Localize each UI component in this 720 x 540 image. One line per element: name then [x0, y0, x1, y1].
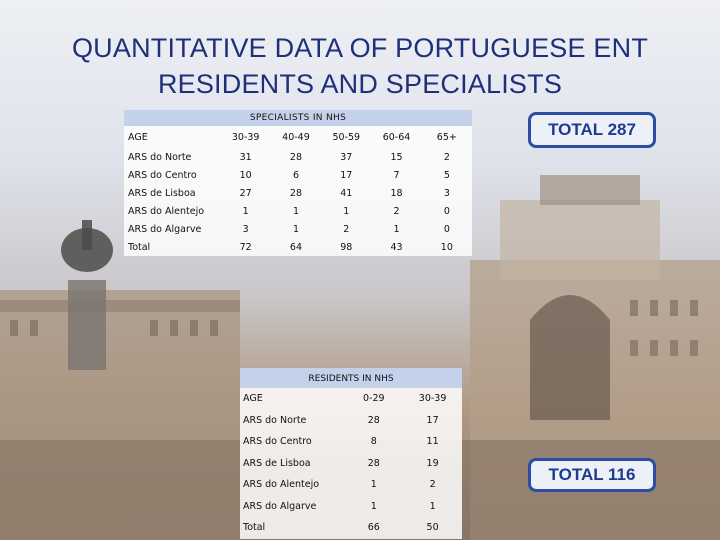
- row-label: ARS do Norte: [243, 414, 307, 426]
- cell-value: 6: [292, 169, 299, 181]
- row-label: ARS do Algarve: [243, 500, 317, 512]
- cell-value: 72: [239, 241, 252, 253]
- row-label: ARS do Norte: [128, 151, 192, 163]
- cell-value: 1: [242, 205, 249, 217]
- cell-value: 17: [340, 169, 353, 181]
- cell-value: 0: [443, 223, 450, 235]
- table-row-total: Total 66 50: [240, 517, 462, 539]
- cell-value: 28: [289, 151, 303, 163]
- specialists-table: SPECIALISTS IN NHS AGE 30-39 40-49 50-59…: [124, 110, 472, 256]
- cell-value: 27: [239, 187, 252, 199]
- column-header: 40-49: [282, 131, 310, 143]
- table-row: ARS de Lisboa 27 28 41 18 3: [124, 184, 472, 202]
- cell-value: 10: [440, 241, 453, 253]
- cell-value: 11: [426, 436, 439, 448]
- cell-value: 1: [292, 205, 299, 217]
- residents-caption: RESIDENTS IN NHS: [240, 368, 462, 388]
- table-row: ARS do Centro 10 6 17 7 5: [124, 166, 472, 184]
- cell-value: 18: [390, 187, 403, 199]
- cell-value: 1: [393, 223, 400, 235]
- specialists-caption: SPECIALISTS IN NHS: [124, 110, 472, 126]
- cell-value: 1: [343, 205, 350, 217]
- table-row-total: Total 72 64 98 43 10: [124, 238, 472, 256]
- table-row: ARS do Algarve 1 1: [240, 496, 462, 518]
- table-row: ARS de Lisboa 28 19: [240, 453, 462, 475]
- column-header: 30-39: [418, 393, 447, 405]
- cell-value: 3: [242, 223, 249, 235]
- table-row: ARS do Alentejo 1 1 1 2 0: [124, 202, 472, 220]
- column-header: 50-59: [332, 131, 361, 143]
- row-label: ARS do Algarve: [128, 223, 202, 235]
- cell-value: 8: [370, 436, 377, 448]
- column-header: 60-64: [382, 131, 411, 143]
- cell-value: 98: [340, 241, 353, 253]
- cell-value: 37: [340, 151, 353, 163]
- cell-value: 7: [393, 169, 400, 181]
- cell-value: 5: [443, 169, 450, 181]
- cell-value: 31: [239, 151, 252, 163]
- cell-value: 1: [292, 223, 299, 235]
- specialists-header-row: AGE 30-39 40-49 50-59 60-64 65+: [124, 126, 472, 148]
- cell-value: 28: [367, 414, 380, 426]
- table-row: ARS do Norte 28 17: [240, 410, 462, 432]
- row-label: Total: [243, 522, 266, 534]
- title-line-1: QUANTITATIVE DATA OF PORTUGUESE ENT: [71, 33, 649, 63]
- cell-value: 10: [239, 169, 252, 181]
- cell-value: 41: [340, 187, 353, 199]
- cell-value: 43: [390, 241, 403, 253]
- age-label: AGE: [128, 131, 148, 143]
- cell-value: 28: [289, 187, 303, 199]
- row-label: ARS de Lisboa: [128, 187, 196, 199]
- row-label: ARS do Centro: [243, 436, 312, 448]
- residents-total-badge: TOTAL 116: [528, 458, 656, 492]
- table-row: ARS do Norte 31 28 37 15 2: [124, 148, 472, 166]
- residents-table: RESIDENTS IN NHS AGE 0-29 30-39 ARS do N…: [240, 368, 462, 539]
- cell-value: 28: [367, 457, 380, 469]
- cell-value: 1: [429, 500, 436, 512]
- cell-value: 66: [367, 522, 380, 534]
- cell-value: 50: [426, 522, 439, 534]
- cell-value: 17: [426, 414, 439, 426]
- cell-value: 1: [370, 479, 377, 491]
- title-line-2: RESIDENTS AND SPECIALISTS: [157, 69, 563, 99]
- age-label: AGE: [243, 393, 263, 405]
- row-label: ARS do Alentejo: [243, 479, 320, 491]
- cell-value: 3: [443, 187, 450, 199]
- cell-value: 64: [289, 241, 303, 253]
- column-header: 65+: [436, 131, 457, 143]
- cell-value: 15: [390, 151, 403, 163]
- cell-value: 2: [343, 223, 350, 235]
- cell-value: 0: [443, 205, 450, 217]
- table-row: ARS do Algarve 3 1 2 1 0: [124, 220, 472, 238]
- table-row: ARS do Centro 8 11: [240, 431, 462, 453]
- specialists-total-badge: TOTAL 287: [528, 112, 656, 148]
- cell-value: 19: [426, 457, 439, 469]
- column-header: 0-29: [363, 393, 385, 405]
- row-label: ARS do Centro: [128, 169, 197, 181]
- cell-value: 1: [370, 500, 377, 512]
- column-header: 30-39: [231, 131, 260, 143]
- slide-title: QUANTITATIVE DATA OF PORTUGUESE ENT RESI…: [60, 30, 660, 102]
- table-row: ARS do Alentejo 1 2: [240, 474, 462, 496]
- row-label: ARS de Lisboa: [243, 457, 311, 469]
- residents-header-row: AGE 0-29 30-39: [240, 388, 462, 410]
- cell-value: 2: [443, 151, 450, 163]
- row-label: Total: [128, 241, 151, 253]
- cell-value: 2: [429, 479, 436, 491]
- row-label: ARS do Alentejo: [128, 205, 205, 217]
- cell-value: 2: [393, 205, 400, 217]
